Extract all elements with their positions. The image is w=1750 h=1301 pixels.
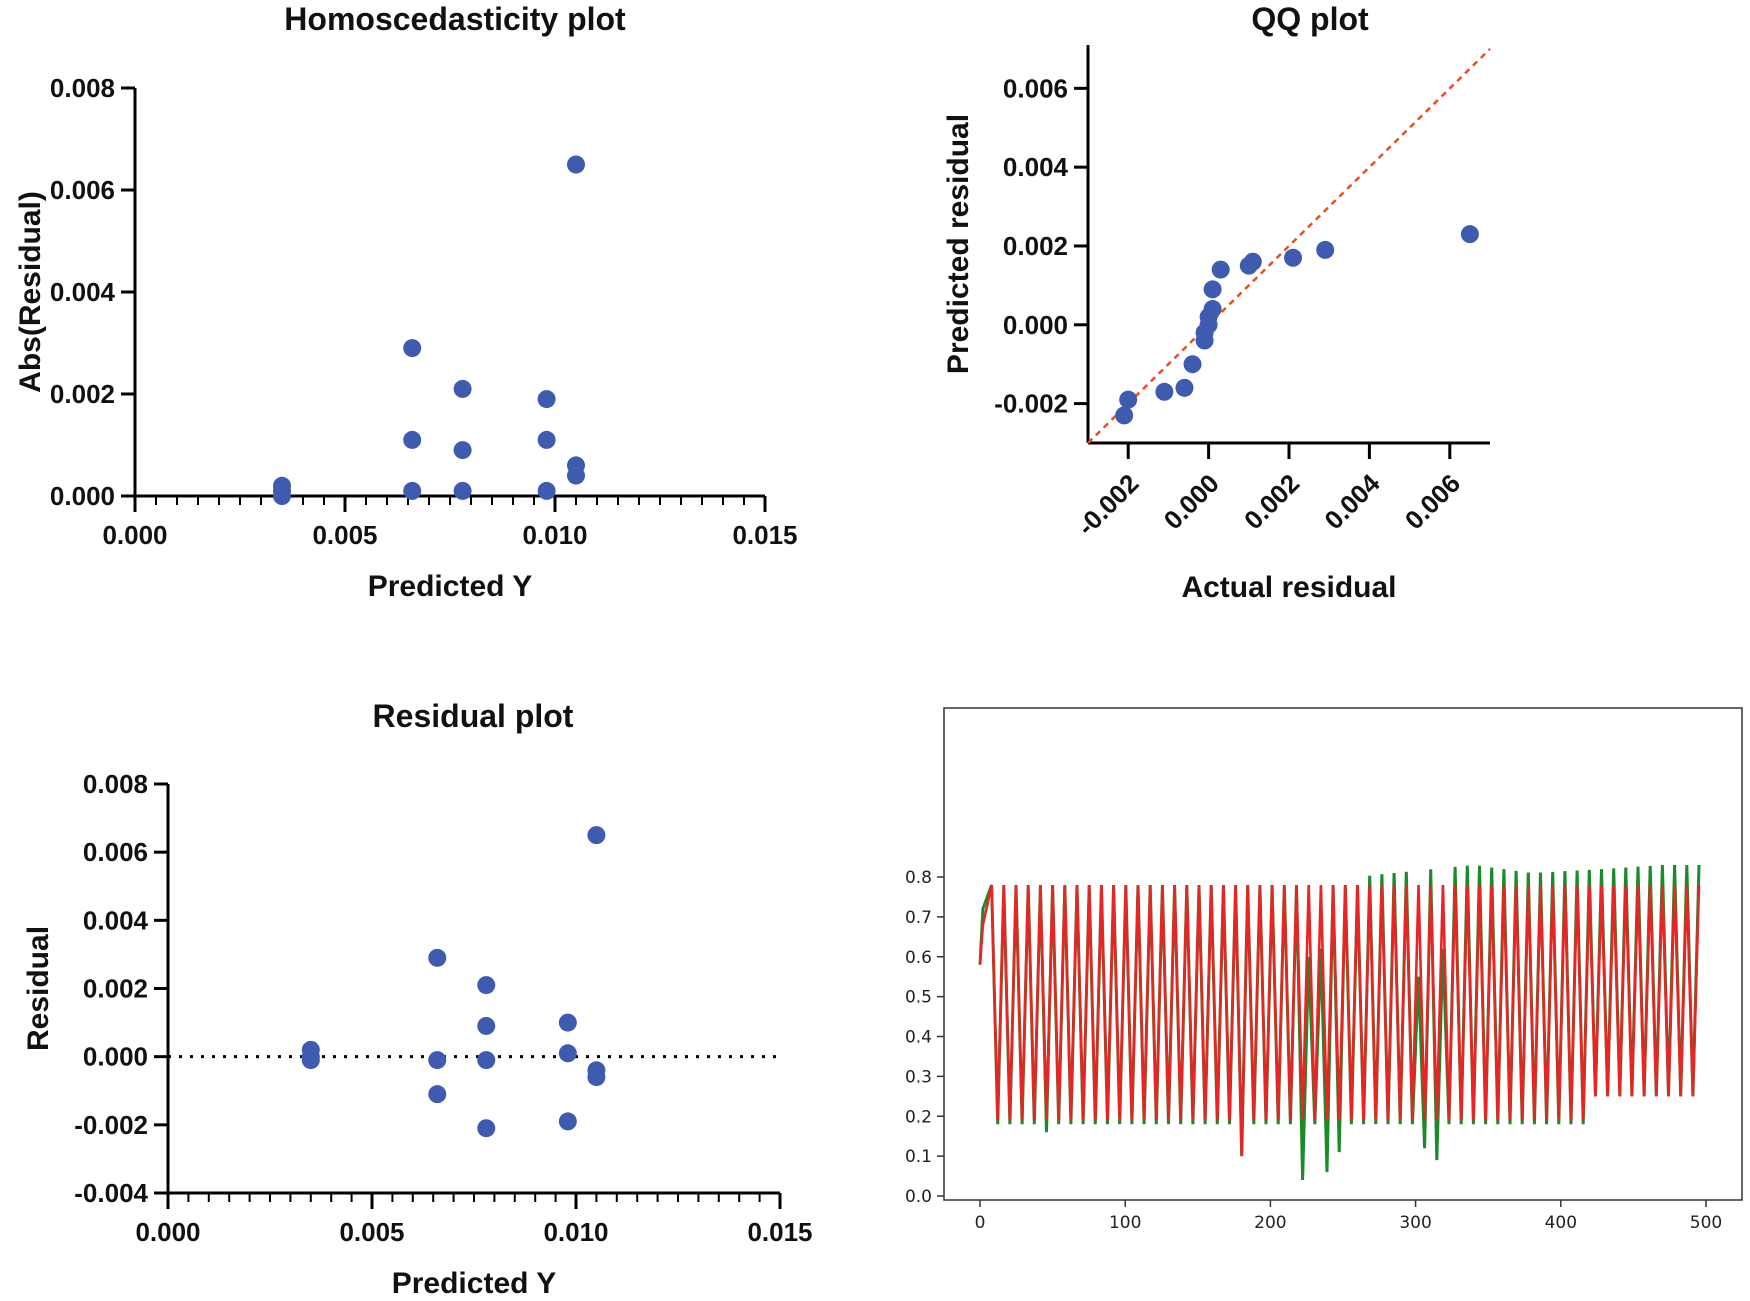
x-tick-label: 0.015	[732, 520, 797, 550]
data-point	[477, 1016, 496, 1035]
y-tick-label: 0.1	[905, 1147, 932, 1167]
x-axis-label: Actual residual	[1181, 571, 1396, 604]
data-point	[428, 1085, 447, 1104]
data-point	[477, 1119, 496, 1138]
y-axis-label: Predicted residual	[942, 114, 975, 374]
data-point	[1203, 280, 1222, 299]
data-point	[403, 481, 422, 500]
data-point	[1203, 300, 1222, 319]
y-tick-label: 0.000	[50, 481, 115, 511]
x-axis-label: Predicted Y	[368, 570, 533, 603]
y-tick-label: -0.002	[994, 389, 1068, 419]
data-point	[537, 481, 556, 500]
x-tick-label: 0.002	[1238, 468, 1305, 535]
x-tick-label: 0.010	[543, 1217, 608, 1247]
y-tick-label: 0.8	[905, 868, 932, 888]
x-tick-label: 300	[1399, 1213, 1431, 1233]
x-tick-label: 400	[1545, 1213, 1577, 1233]
y-tick-label: 0.002	[83, 974, 148, 1004]
data-point	[567, 155, 585, 174]
x-tick-label: 200	[1254, 1213, 1286, 1233]
chart-title: Residual plot	[373, 698, 574, 734]
y-tick-label: 0.002	[1003, 231, 1068, 261]
y-tick-label: 0.000	[1003, 310, 1068, 340]
data-point	[1284, 248, 1303, 267]
x-tick-label: 0.015	[747, 1217, 812, 1247]
y-tick-label: 0.006	[1003, 73, 1068, 103]
identity-reference-line	[1087, 48, 1491, 444]
data-point	[1316, 240, 1335, 259]
data-point	[428, 948, 447, 967]
x-axis-label: Predicted Y	[392, 1267, 557, 1300]
data-point	[1243, 252, 1262, 271]
data-point	[558, 1013, 577, 1032]
y-tick-label: -0.004	[74, 1178, 148, 1208]
y-axis-label: Residual	[22, 926, 55, 1051]
data-point	[1175, 378, 1194, 397]
y-tick-label: 0.008	[50, 73, 115, 103]
x-tick-label: 0.000	[102, 520, 167, 550]
chart-title: QQ plot	[1251, 1, 1369, 37]
data-point	[537, 430, 556, 449]
chart-4: 0 100 200 300 400 500 0.0 0.1 0.2 0.3 0.4 0.5 0.6 0.7…	[905, 707, 1743, 1233]
series-line-predicted	[978, 884, 1701, 1157]
data-point	[587, 826, 606, 845]
data-point	[453, 379, 472, 398]
data-point	[537, 390, 556, 409]
data-point	[1119, 390, 1138, 409]
data-point	[1211, 260, 1230, 279]
data-point	[567, 466, 585, 485]
y-tick-label: 0.5	[905, 988, 932, 1008]
data-point	[453, 481, 472, 500]
data-point	[403, 430, 422, 449]
y-tick-label: 0.006	[83, 837, 148, 867]
y-tick-label: 0.008	[83, 769, 148, 799]
y-tick-label: -0.002	[74, 1110, 148, 1140]
x-tick-label: 0.005	[312, 520, 377, 550]
data-point	[1115, 406, 1134, 425]
x-tick-label: 0.005	[339, 1217, 404, 1247]
x-tick-label: 0.000	[1158, 468, 1225, 535]
y-tick-label: 0.0	[905, 1187, 932, 1207]
y-tick-label: 0.6	[905, 948, 932, 968]
y-tick-label: 0.004	[83, 905, 149, 935]
y-tick-label: 0.3	[905, 1067, 932, 1087]
x-tick-label: 100	[1109, 1213, 1141, 1233]
data-point	[453, 441, 472, 460]
y-tick-label: 0.7	[905, 908, 932, 928]
x-tick-label: 0.004	[1318, 468, 1386, 536]
data-point	[1155, 382, 1174, 401]
data-point	[587, 1068, 606, 1087]
data-point	[558, 1044, 577, 1063]
data-point	[1460, 225, 1479, 244]
x-tick-label: 500	[1690, 1213, 1722, 1233]
x-tick-label: -0.002	[1071, 468, 1144, 541]
x-tick-label: 0.000	[135, 1217, 200, 1247]
y-axis-label: Abs(Residual)	[14, 191, 47, 393]
chart-1: Homoscedasticity plot 0.000 0.002 0.004 0.00…	[14, 1, 798, 603]
data-point	[477, 1051, 496, 1070]
chart-title: Homoscedasticity plot	[284, 1, 626, 37]
data-point	[403, 339, 422, 358]
x-tick-label: 0.006	[1399, 468, 1466, 535]
x-tick-label: 0	[975, 1213, 986, 1233]
y-tick-label: 0.4	[905, 1028, 932, 1048]
data-point	[428, 1051, 447, 1070]
data-point	[273, 487, 291, 505]
y-tick-label: 0.004	[50, 277, 116, 307]
data-point	[1183, 355, 1202, 374]
y-tick-label: 0.000	[83, 1042, 148, 1072]
y-tick-label: 0.2	[905, 1107, 932, 1127]
y-tick-label: 0.006	[50, 175, 115, 205]
x-tick-label: 0.010	[522, 520, 587, 550]
data-point	[477, 976, 496, 995]
data-point	[558, 1112, 577, 1131]
y-tick-label: 0.002	[50, 379, 115, 409]
y-tick-label: 0.004	[1003, 152, 1069, 182]
chart-3: Residual plot -0.004 -0.002 0.000 0.002 0.004…	[22, 698, 813, 1300]
data-point	[301, 1051, 320, 1070]
